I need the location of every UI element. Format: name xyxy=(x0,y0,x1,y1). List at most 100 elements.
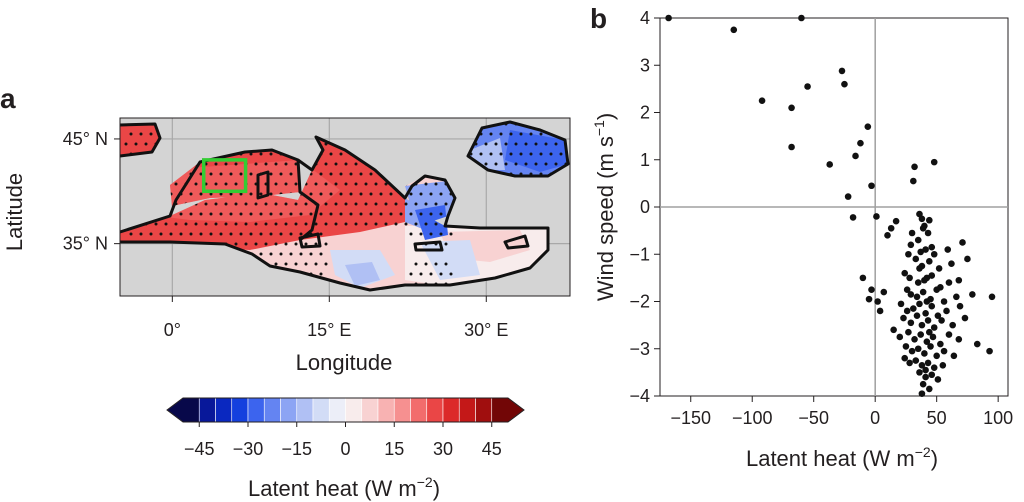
stipple-dot xyxy=(254,182,258,186)
scatter-point xyxy=(930,158,938,166)
scatter-point xyxy=(921,350,928,357)
scatter-point xyxy=(916,369,923,376)
scatter-point xyxy=(918,321,926,329)
scatter-point xyxy=(907,241,915,249)
panel-a-letter: a xyxy=(0,83,16,114)
stipple-dot xyxy=(314,182,318,186)
scatter-point xyxy=(916,300,923,308)
stipple-dot xyxy=(354,222,358,226)
colorbar-title-main: Latent heat (W m xyxy=(248,476,417,501)
stipple-dot xyxy=(509,172,513,176)
stipple-dot xyxy=(434,242,438,246)
stipple-dot xyxy=(529,172,533,176)
scatter-point xyxy=(906,274,913,282)
scatter-point xyxy=(948,260,955,268)
scatter-point xyxy=(884,232,891,239)
stipple-dot xyxy=(199,232,203,236)
stipple-dot xyxy=(329,192,333,196)
map-ytick-label: 35° N xyxy=(63,234,108,254)
scatter-point xyxy=(926,328,933,336)
scatter-point xyxy=(930,364,938,371)
scatter-point xyxy=(903,286,911,293)
panel-a-map: a xyxy=(0,83,571,375)
stipple-dot xyxy=(489,132,493,136)
stipple-dot xyxy=(239,172,243,176)
scatter-point xyxy=(907,291,915,298)
stipple-dot xyxy=(439,272,443,276)
stipple-dot xyxy=(214,182,218,186)
scatter-point xyxy=(928,272,936,279)
scatter-point xyxy=(912,357,920,364)
stipple-dot xyxy=(379,212,383,216)
stipple-dot xyxy=(369,212,373,216)
scatter-point xyxy=(730,26,738,34)
stipple-dot xyxy=(469,152,473,156)
scatter-point xyxy=(903,307,911,315)
stipple-dot xyxy=(209,232,213,236)
scatter-point xyxy=(892,217,900,225)
stipple-dot xyxy=(529,152,533,156)
scatter-point xyxy=(912,255,920,263)
map-xtick-label: 0° xyxy=(164,320,181,340)
stipple-dot xyxy=(279,252,283,256)
scatter-point xyxy=(919,224,927,232)
scatter-point xyxy=(887,224,895,232)
colorbar-cell xyxy=(475,397,493,423)
stipple-dot xyxy=(499,132,503,136)
stipple-dot xyxy=(539,152,543,156)
stipple-dot xyxy=(289,252,293,256)
study-region-box xyxy=(201,158,248,194)
stipple-dot xyxy=(304,242,308,246)
panel-b-letter: b xyxy=(590,3,607,34)
stipple-dot xyxy=(564,162,568,166)
colorbar-title-end: ) xyxy=(433,476,440,501)
stipple-dot xyxy=(529,132,533,136)
stipple-dot xyxy=(414,282,418,286)
stipple-dot xyxy=(329,152,333,156)
scatter-point xyxy=(924,317,932,324)
stipple-dot xyxy=(314,242,318,246)
colorbar-tick-label: 15 xyxy=(384,439,404,459)
stipple-dot xyxy=(424,282,428,286)
scatter-point xyxy=(849,214,857,221)
stipple-dot xyxy=(319,232,323,236)
stipple-dot xyxy=(499,152,503,156)
stipple-dot xyxy=(354,202,358,206)
scatter-point xyxy=(924,359,932,367)
stipple-dot xyxy=(324,202,328,206)
colorbar-cell xyxy=(247,397,265,423)
stipple-dot xyxy=(359,172,363,176)
colorbar-cell xyxy=(393,397,411,423)
stipple-dot xyxy=(504,162,508,166)
stipple-dot xyxy=(344,222,348,226)
scatter-point xyxy=(905,250,912,258)
scatter-point xyxy=(798,14,805,22)
stipple-dot xyxy=(324,222,328,226)
scatter-point xyxy=(943,307,950,315)
stipple-dot xyxy=(484,142,488,146)
stipple-dot xyxy=(239,192,243,196)
stipple-dot xyxy=(289,212,293,216)
stipple-dot xyxy=(439,232,443,236)
scatter-ylabel: Wind speed (m s−1) xyxy=(591,113,618,301)
stipple-dot xyxy=(314,222,318,226)
stipple-dot xyxy=(224,202,228,206)
stipple-dot xyxy=(264,222,268,226)
colorbar-tick-label: 45 xyxy=(482,439,502,459)
stipple-dot xyxy=(344,202,348,206)
colorbar-cell xyxy=(328,397,346,423)
scatter-ytick-label: −4 xyxy=(629,386,650,406)
stipple-dot xyxy=(304,222,308,226)
stipple-dot xyxy=(414,182,418,186)
stipple-dot xyxy=(274,242,278,246)
scatter-xtick-label: 100 xyxy=(983,408,1013,428)
scatter-point xyxy=(908,229,916,237)
stipple-dot xyxy=(269,192,273,196)
scatter-point xyxy=(959,239,966,246)
stipple-dot xyxy=(524,142,528,146)
colorbar-title: Latent heat (W m−2) xyxy=(248,474,440,501)
stipple-dot xyxy=(189,232,193,236)
stipple-dot xyxy=(264,242,268,246)
stipple-dot xyxy=(399,212,403,216)
scatter-point xyxy=(900,314,907,322)
